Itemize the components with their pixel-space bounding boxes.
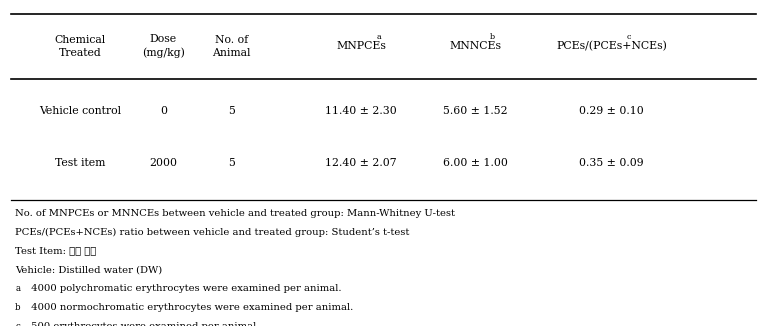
Text: No. of
Animal: No. of Animal: [213, 35, 251, 58]
Text: Test item: Test item: [55, 158, 105, 168]
Text: MNPCEs: MNPCEs: [336, 41, 386, 51]
Text: 0: 0: [160, 106, 167, 116]
Text: Vehicle: Distilled water (DW): Vehicle: Distilled water (DW): [15, 265, 163, 274]
Text: 11.40 ± 2.30: 11.40 ± 2.30: [325, 106, 397, 116]
Text: 0.29 ± 0.10: 0.29 ± 0.10: [579, 106, 644, 116]
Text: 5.60 ± 1.52: 5.60 ± 1.52: [442, 106, 508, 116]
Text: MNNCEs: MNNCEs: [449, 41, 501, 51]
Text: 6.00 ± 1.00: 6.00 ± 1.00: [442, 158, 508, 168]
Text: Chemical
Treated: Chemical Treated: [54, 35, 106, 58]
Text: a: a: [376, 33, 381, 40]
Text: 4000 normochromatic erythrocytes were examined per animal.: 4000 normochromatic erythrocytes were ex…: [28, 303, 353, 312]
Text: Dose
(mg/kg): Dose (mg/kg): [142, 34, 185, 58]
Text: a: a: [15, 284, 21, 293]
Text: 12.40 ± 2.07: 12.40 ± 2.07: [325, 158, 397, 168]
Text: Test Item: 세신 분말: Test Item: 세신 분말: [15, 246, 97, 256]
Text: b: b: [15, 303, 21, 312]
Text: No. of MNPCEs or MNNCEs between vehicle and treated group: Mann-Whitney U-test: No. of MNPCEs or MNNCEs between vehicle …: [15, 209, 455, 218]
Text: c: c: [627, 33, 632, 40]
Text: c: c: [15, 322, 20, 326]
Text: 5: 5: [228, 106, 236, 116]
Text: 5: 5: [228, 158, 236, 168]
Text: 0.35 ± 0.09: 0.35 ± 0.09: [579, 158, 644, 168]
Text: 500 erythrocytes were examined per animal.: 500 erythrocytes were examined per anima…: [28, 322, 259, 326]
Text: Vehicle control: Vehicle control: [39, 106, 121, 116]
Text: b: b: [490, 33, 496, 40]
Text: 4000 polychromatic erythrocytes were examined per animal.: 4000 polychromatic erythrocytes were exa…: [28, 284, 342, 293]
Text: 2000: 2000: [150, 158, 177, 168]
Text: PCEs/(PCEs+NCEs): PCEs/(PCEs+NCEs): [556, 41, 667, 52]
Text: PCEs/(PCEs+NCEs) ratio between vehicle and treated group: Student’s t-test: PCEs/(PCEs+NCEs) ratio between vehicle a…: [15, 228, 410, 237]
